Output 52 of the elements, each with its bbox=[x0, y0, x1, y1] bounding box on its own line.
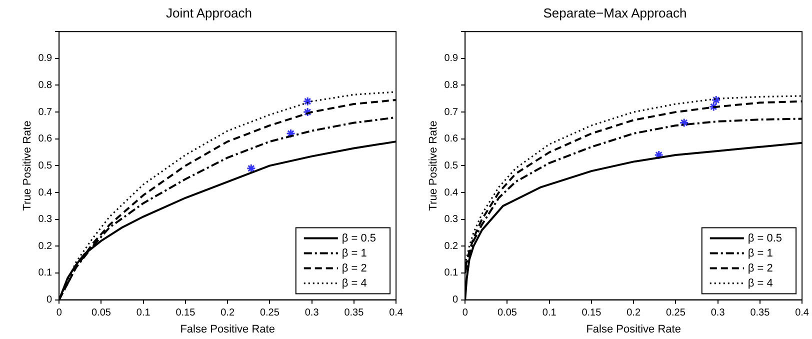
x-tick-label: 0.05 bbox=[91, 308, 112, 319]
y-tick-label: 0.4 bbox=[38, 187, 53, 198]
x-tick-label: 0.15 bbox=[176, 308, 196, 319]
legend-label: β = 0.5 bbox=[748, 232, 782, 244]
x-tick-label: 0.35 bbox=[750, 308, 770, 319]
legend-label: β = 2 bbox=[342, 262, 367, 274]
x-tick-label: 0 bbox=[56, 308, 62, 319]
x-tick-label: 0.25 bbox=[260, 308, 280, 319]
y-tick-label: 0.5 bbox=[38, 160, 53, 172]
y-tick-label: 0.8 bbox=[444, 80, 459, 91]
x-tick-label: 0.05 bbox=[497, 308, 518, 319]
x-tick-label: 0.4 bbox=[389, 308, 404, 319]
chart-title: Joint Approach bbox=[166, 5, 252, 20]
x-tick-label: 0.2 bbox=[220, 308, 235, 319]
legend-label: β = 0.5 bbox=[342, 232, 376, 244]
x-tick-label: 0.2 bbox=[626, 308, 641, 319]
x-tick-label: 0.25 bbox=[666, 308, 686, 319]
legend-label: β = 4 bbox=[748, 277, 773, 290]
y-tick-label: 0.2 bbox=[38, 240, 53, 252]
legend-label: β = 1 bbox=[748, 247, 773, 260]
y-tick-label: 0.6 bbox=[38, 134, 53, 145]
y-tick-label: 0.4 bbox=[444, 187, 459, 198]
y-tick-label: 0.7 bbox=[38, 106, 53, 118]
y-tick-label: 0.1 bbox=[444, 268, 459, 279]
y-axis-title: True Positive Rate bbox=[428, 120, 440, 211]
x-axis-title: False Positive Rate bbox=[180, 323, 275, 336]
x-tick-label: 0.15 bbox=[582, 308, 602, 319]
chart-title: Separate−Max Approach bbox=[543, 5, 687, 20]
x-tick-label: 0.3 bbox=[710, 308, 726, 319]
y-tick-label: 0.5 bbox=[444, 160, 459, 172]
y-tick-label: 0.7 bbox=[444, 106, 459, 118]
y-tick-label: 0 bbox=[452, 294, 459, 306]
x-tick-label: 0.4 bbox=[795, 308, 810, 319]
y-tick-label: 0.3 bbox=[444, 214, 459, 226]
y-tick-label: 0 bbox=[46, 294, 53, 306]
legend-label: β = 2 bbox=[748, 262, 773, 274]
y-tick-label: 0.3 bbox=[38, 214, 53, 226]
legend-label: β = 1 bbox=[342, 247, 367, 260]
y-tick-label: 0.9 bbox=[444, 53, 459, 64]
y-tick-label: 0.1 bbox=[38, 268, 53, 279]
x-tick-label: 0 bbox=[462, 308, 468, 319]
x-tick-label: 0.35 bbox=[344, 308, 364, 319]
x-tick-label: 0.1 bbox=[136, 308, 151, 319]
y-tick-label: 0.8 bbox=[38, 80, 53, 91]
y-tick-label: 0.6 bbox=[444, 134, 459, 145]
y-tick-label: 0.2 bbox=[444, 240, 459, 252]
y-axis-title: True Positive Rate bbox=[22, 120, 34, 211]
x-tick-label: 0.3 bbox=[304, 308, 320, 319]
y-tick-label: 0.9 bbox=[38, 53, 53, 64]
x-axis-title: False Positive Rate bbox=[586, 323, 681, 336]
legend-label: β = 4 bbox=[342, 277, 367, 290]
x-tick-label: 0.1 bbox=[542, 308, 557, 319]
